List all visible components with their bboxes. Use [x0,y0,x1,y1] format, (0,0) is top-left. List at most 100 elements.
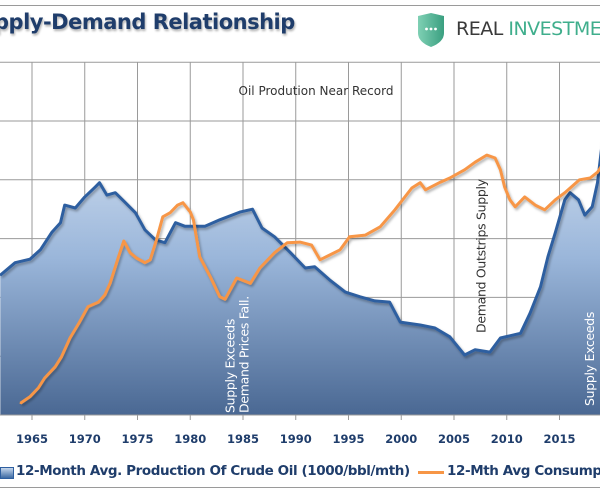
consumption-point [394,208,396,211]
consumption-point [69,337,71,339]
annotation-text: Supply Exceeds [223,319,238,413]
x-axis: 1965 1970 1975 1980 1985 1990 1995 2000 2005 2010… [0,414,600,446]
brand-name: REAL INVESTMENT [456,18,600,40]
consumption-point [122,240,125,242]
production-point [218,218,221,221]
bottom-border [0,487,600,488]
consumption-point [103,294,106,296]
consumption-point [117,256,120,258]
production-point [374,300,376,302]
x-tick-label: 2015 [543,432,575,446]
consumption-point [463,169,466,171]
consumption-point [149,258,151,261]
production-point [328,278,331,281]
consumption-point [424,188,427,191]
legend-swatch-consumption [418,471,444,474]
consumption-point [189,211,192,213]
production-point [419,324,422,326]
production-point [83,196,86,198]
annotation-text: Demand Prices Fall. [237,296,252,413]
consumption-point [129,251,131,254]
production-point [106,194,108,196]
production-point [273,236,276,238]
consumption-point [310,244,313,246]
production-point [94,186,97,188]
consumption-point [249,282,252,285]
production-point [463,354,466,356]
consumption-point [448,177,451,179]
production-point [14,261,16,264]
production-point [474,348,476,351]
consumption-point [411,187,413,189]
consumption-point [192,218,195,221]
production-point [174,221,177,224]
consumption-point [209,276,212,278]
x-tick-label: 1965 [16,432,48,446]
consumption-point [596,171,599,173]
production-point [0,274,2,276]
consumption-point [474,161,476,163]
consumption-point [235,277,238,279]
consumption-point [319,258,321,261]
legend: 12-Month Avg. Production Of Crude Oil (1… [0,462,600,482]
consumption-point [589,177,591,179]
consumption-point [563,191,566,194]
consumption-point [54,365,57,368]
production-point [63,204,66,206]
consumption-point [494,157,496,159]
production-point [289,251,292,254]
consumption-point [87,306,89,308]
legend-swatch-production [0,467,14,479]
consumption-point [299,241,301,243]
production-point [164,241,166,244]
brand-part1: REAL [456,18,503,40]
consumption-point [162,216,164,218]
production-point [134,211,137,214]
production-point [584,214,586,216]
consumption-point [339,248,341,251]
production-point [114,191,117,194]
consumption-point [273,251,276,254]
x-tick-label: 2005 [438,432,470,446]
x-tick-label: 1980 [174,432,206,446]
legend-label-consumption: 12-Mth Avg Consumpti [447,463,600,479]
production-point [499,337,502,339]
production-point [596,181,599,184]
consumption-point [224,298,226,300]
production-point [529,312,531,315]
brand-part2: INVESTMENT [508,18,600,40]
production-point [74,207,77,209]
consumption-point [144,261,146,264]
consumption-point [198,256,201,258]
consumption-point [439,181,442,183]
consumption-point [485,154,488,156]
consumption-point [60,355,63,358]
production-point [489,351,491,353]
production-point [344,291,347,293]
production-point [434,327,436,329]
production-point [144,228,146,231]
consumption-point [379,226,381,228]
production-point [51,231,53,233]
consumption-point [135,257,138,259]
production-line [0,149,600,357]
consumption-point [97,301,100,303]
production-point [59,221,62,224]
x-tick-label: 1985 [227,432,259,446]
annotation-text: Demand Outstrips Supply [473,178,488,333]
production-point [29,258,31,260]
record-line-label: Oil Prodution Near Record [239,84,394,98]
consumption-point [578,179,581,181]
production-point [304,267,307,269]
consumption-point [78,321,81,323]
production-point [569,191,571,194]
consumption-point [364,234,367,236]
production-point [519,332,522,335]
production-point [388,301,391,303]
x-tick-label: 1995 [332,432,364,446]
production-point [124,201,126,203]
consumption-point [543,208,546,211]
production-point [563,198,566,201]
top-border [0,5,600,6]
production-point [184,225,186,228]
